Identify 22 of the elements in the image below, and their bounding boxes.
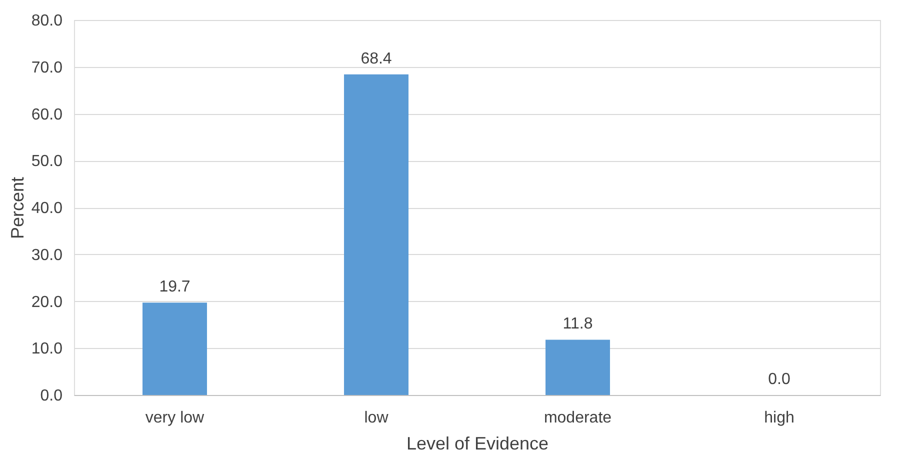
x-tick-label: high (764, 410, 794, 426)
x-tick-label: moderate (544, 410, 612, 426)
y-axis-title: Percent (7, 176, 28, 240)
y-tick-label: 80.0 (31, 12, 63, 30)
bar (546, 340, 610, 395)
x-tick-label: low (364, 410, 389, 426)
y-tick-label: 20.0 (31, 294, 63, 311)
y-tick-label: 40.0 (31, 200, 63, 217)
y-tick-label: 30.0 (31, 246, 63, 264)
bar (142, 302, 207, 395)
x-tick-label: very low (145, 410, 205, 426)
y-tick-label: 70.0 (31, 59, 63, 76)
data-label: 11.8 (562, 316, 593, 333)
y-tick-label: 0.0 (40, 388, 63, 404)
x-axis-title: Level of Evidence (406, 434, 549, 454)
y-tick-label: 10.0 (31, 340, 63, 358)
data-label: 19.7 (159, 278, 190, 296)
y-tick-label: 50.0 (31, 153, 63, 170)
y-tick-label: 60.0 (31, 106, 63, 124)
data-label: 68.4 (360, 50, 392, 68)
bar (344, 74, 408, 395)
data-label: 0.0 (768, 371, 790, 388)
